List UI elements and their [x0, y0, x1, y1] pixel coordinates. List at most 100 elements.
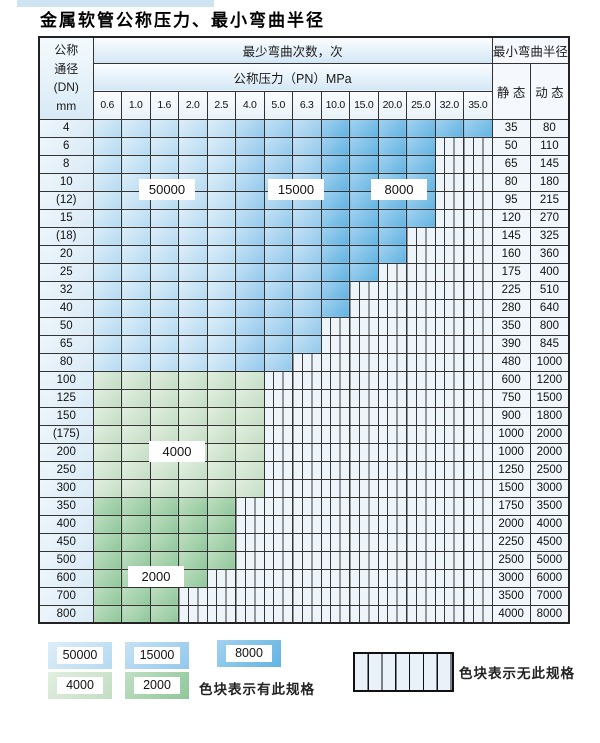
no-spec-cell — [263, 514, 293, 534]
spec-cell — [377, 208, 407, 228]
dynamic-radius-cell: 4000 — [529, 514, 570, 534]
spec-cell — [92, 514, 122, 534]
dn-cell: 25 — [38, 262, 94, 282]
pressure-header: 公称压力（PN）MPa — [92, 62, 493, 92]
spec-cell — [92, 478, 122, 498]
spec-cell — [121, 352, 151, 372]
spec-cell — [206, 406, 236, 426]
spec-cell — [263, 280, 293, 300]
dynamic-radius-cell: 4500 — [529, 532, 570, 552]
spec-cell — [235, 262, 265, 282]
spec-cell — [92, 388, 122, 408]
no-spec-cell — [406, 496, 436, 516]
spec-cell — [263, 316, 293, 336]
no-spec-cell — [292, 388, 322, 408]
no-spec-cell — [377, 352, 407, 372]
static-radius-cell: 1000 — [491, 442, 531, 462]
table-row-dn-450: 450 2250 4500 — [38, 532, 570, 552]
spec-cell — [263, 352, 293, 372]
no-spec-cell — [463, 226, 493, 246]
no-spec-cell — [292, 424, 322, 444]
pressure-col-4.0: 4.0 — [235, 90, 265, 120]
no-spec-cell — [463, 154, 493, 174]
table-row-dn-300: 300 1500 3000 — [38, 478, 570, 498]
spec-cell — [235, 352, 265, 372]
no-spec-cell — [434, 280, 464, 300]
spec-cell — [92, 424, 122, 444]
spec-cell — [178, 388, 208, 408]
no-spec-cell — [263, 532, 293, 552]
table-row-dn-15: 15 120 270 — [38, 208, 570, 228]
table-row-dn-32: 32 225 510 — [38, 280, 570, 300]
dn-cell: (18) — [38, 226, 94, 246]
pressure-col-25.0: 25.0 — [406, 90, 436, 120]
no-spec-cell — [463, 550, 493, 570]
no-spec-cell — [434, 496, 464, 516]
spec-cell — [121, 262, 151, 282]
no-spec-cell — [406, 262, 436, 282]
legend-no-spec-text: 色块表示无此规格 — [459, 666, 575, 681]
spec-cell — [149, 118, 179, 138]
no-spec-cell — [377, 532, 407, 552]
no-spec-cell — [320, 496, 350, 516]
pressure-values-row: 0.6 1.0 1.6 2.0 2.5 4.0 5.0 6.3 10.0 15.0 20.0 25.0… — [39, 90, 569, 120]
no-spec-cell — [463, 280, 493, 300]
spec-cell — [92, 136, 122, 156]
static-radius-cell: 3000 — [491, 568, 531, 588]
spec-cell — [292, 208, 322, 228]
dn-cell: 40 — [38, 298, 94, 318]
spec-cell — [178, 262, 208, 282]
no-spec-cell — [434, 424, 464, 444]
no-spec-cell — [320, 316, 350, 336]
spec-cell — [235, 226, 265, 246]
spec-cell — [235, 136, 265, 156]
spec-cell — [206, 532, 236, 552]
spec-cell — [92, 460, 122, 480]
dynamic-radius-cell: 110 — [529, 136, 570, 156]
spec-cell — [149, 136, 179, 156]
spec-cell — [149, 154, 179, 174]
no-spec-cell — [406, 604, 436, 624]
spec-cell — [178, 136, 208, 156]
no-spec-cell — [377, 568, 407, 588]
dn-cell: 6 — [38, 136, 94, 156]
no-spec-cell — [349, 460, 379, 480]
radius-header: 最小弯曲半径 — [491, 36, 570, 64]
static-radius-cell: 225 — [491, 280, 531, 300]
no-spec-cell — [463, 388, 493, 408]
spec-cell — [178, 478, 208, 498]
spec-cell — [121, 604, 151, 624]
no-spec-cell — [406, 442, 436, 462]
spec-cell — [206, 154, 236, 174]
spec-cell — [463, 118, 493, 138]
spec-cell — [92, 298, 122, 318]
spec-cell — [121, 514, 151, 534]
spec-cell — [149, 514, 179, 534]
table-row-dn-20: 20 160 360 — [38, 244, 570, 264]
no-spec-cell — [320, 352, 350, 372]
spec-cell — [92, 496, 122, 516]
table-row-dn-6: 6 50 110 — [38, 136, 570, 156]
static-radius-cell: 2500 — [491, 550, 531, 570]
static-radius-cell: 3500 — [491, 586, 531, 606]
no-spec-cell — [406, 550, 436, 570]
dn-header-line1: 公称 — [54, 43, 79, 58]
dn-cell: 50 — [38, 316, 94, 336]
no-spec-cell — [434, 514, 464, 534]
static-radius-cell: 4000 — [491, 604, 531, 624]
spec-cell — [149, 316, 179, 336]
dynamic-radius-cell: 145 — [529, 154, 570, 174]
spec-cell — [92, 244, 122, 264]
no-spec-cell — [206, 586, 236, 606]
no-spec-cell — [406, 568, 436, 588]
pressure-col-6.3: 6.3 — [292, 90, 322, 120]
no-spec-cell — [349, 316, 379, 336]
no-spec-cell — [349, 298, 379, 318]
spec-cell — [263, 262, 293, 282]
pressure-col-0.6: 0.6 — [92, 90, 122, 120]
no-spec-cell — [292, 478, 322, 498]
dn-cell: 65 — [38, 334, 94, 354]
no-spec-cell — [434, 352, 464, 372]
no-spec-cell — [292, 532, 322, 552]
